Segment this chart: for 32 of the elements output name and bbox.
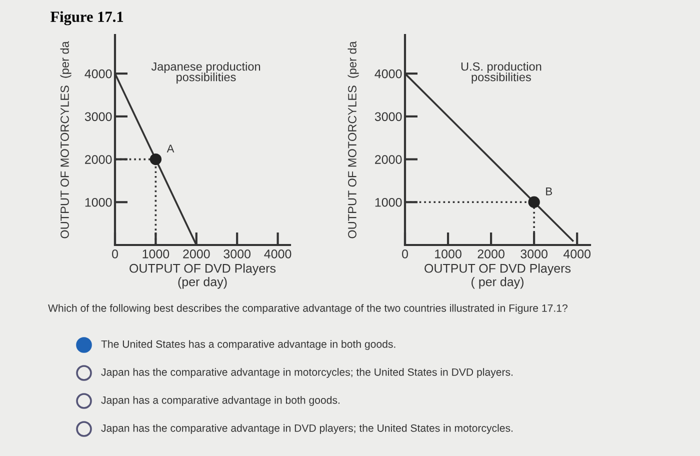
y-tick-label: 4000: [374, 69, 402, 78]
y-tick-label: 3000: [84, 112, 112, 122]
x-tick-label: 1000: [142, 249, 170, 258]
x-tick-label: 3000: [520, 249, 548, 258]
annotation: B: [546, 188, 552, 196]
text: Japan has the comparative advantage in motorcycles; the United States in DVD players.: [101, 368, 513, 378]
text: The United States has a comparative advantage in both goods.: [101, 340, 396, 350]
x-tick-label: 2000: [183, 249, 210, 258]
y-tick-label: 1000: [85, 198, 112, 207]
x-axis-title: OUTPUT OF DVD Players (per day): [130, 264, 276, 289]
text: Japan has the comparative advantage in DVD players; the United States in motorcycles.: [101, 424, 513, 434]
chart-title: Figure 17.1: [50, 11, 124, 26]
x-tick-label: 2000: [478, 249, 504, 258]
y-tick-label: 4000: [84, 69, 112, 78]
x-tick-label: 4000: [563, 249, 591, 258]
x-tick-label: 3000: [224, 249, 251, 258]
text: Japan has a comparative advantage in both goods.: [101, 396, 340, 406]
y-axis-title: OUTPUT OF MOTORCYLES (per da: [60, 41, 72, 238]
y-tick-label: 2000: [375, 155, 402, 164]
annotation: A: [166, 144, 174, 152]
y-tick-label: 3000: [374, 112, 402, 122]
x-tick-label: 1000: [435, 249, 462, 258]
x-axis-title: OUTPUT OF DVD Players ( per day): [424, 264, 571, 289]
text: Which of the following best describes the comparative advantage of the two countries illustrated in Figure 17.1?: [48, 304, 568, 314]
x-tick-label: 4000: [264, 249, 292, 258]
x-tick-label: 0: [112, 249, 118, 258]
annotation: U.S. production possibilities: [461, 62, 542, 84]
annotation: Japanese production possibilities: [151, 62, 260, 84]
x-tick-label: 0: [402, 249, 408, 258]
y-tick-label: 2000: [85, 155, 112, 164]
y-tick-label: 1000: [375, 198, 402, 207]
y-axis-title: OUTPUT OF MOTORCYLES (per da: [348, 41, 359, 238]
